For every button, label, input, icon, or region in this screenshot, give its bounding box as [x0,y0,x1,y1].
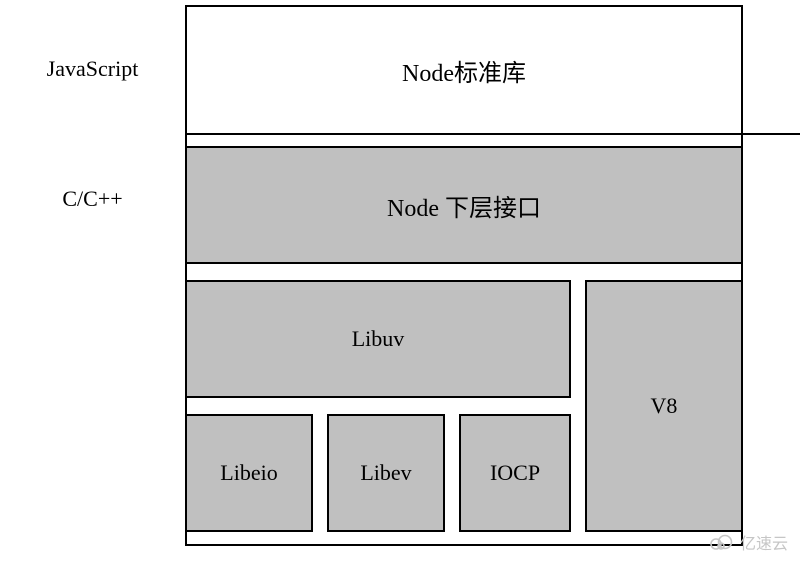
cloud-icon [708,533,736,551]
block-label-c-label: C/C++ [62,186,122,212]
block-node-stdlib: Node标准库 [185,5,743,133]
block-outer-bottom [185,133,743,546]
watermark-text: 亿速云 [740,530,788,554]
block-label-js-label: JavaScript [47,56,139,82]
block-js-label: JavaScript [0,5,185,133]
node-architecture-diagram: JavaScriptNode标准库C/C++Node 下层接口LibuvLibe… [0,0,800,564]
watermark: 亿速云 [708,530,788,554]
block-label-node-stdlib: Node标准库 [402,53,526,88]
block-c-label: C/C++ [0,133,185,265]
